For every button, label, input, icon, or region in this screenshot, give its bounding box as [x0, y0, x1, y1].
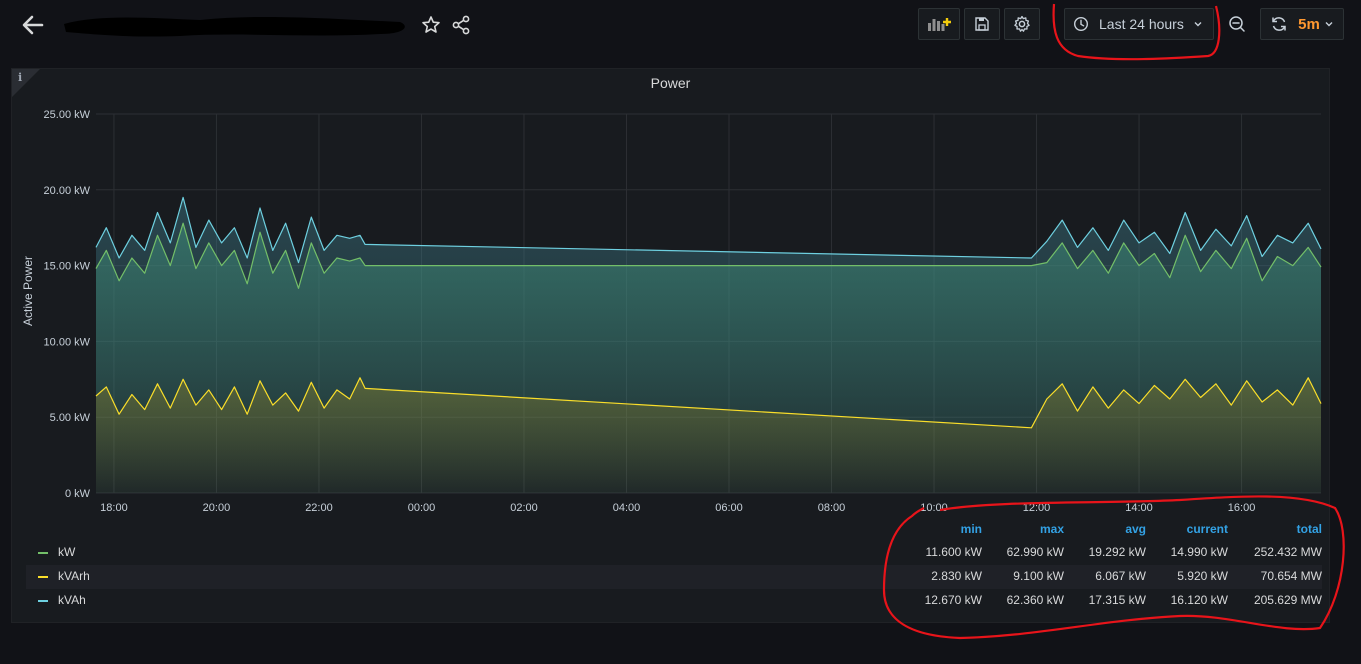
power-chart[interactable]: 25.00 kW 20.00 kW 15.00 kW 10.00 kW 5.00 kW 0… — [12, 69, 1329, 514]
legend-series-name[interactable]: kVAh — [58, 593, 86, 607]
x-tick-label: 20:00 — [203, 502, 231, 514]
redacted-dashboard-title — [64, 16, 405, 37]
legend-value-total: 252.432 MW — [1253, 545, 1322, 559]
legend-row-kvarh[interactable]: kVArh 2.830 kW 9.100 kW 6.067 kW 5.920 k… — [26, 565, 1322, 589]
series-line-kw — [95, 222, 1322, 289]
x-tick-label: 02:00 — [510, 502, 538, 514]
refresh-interval-value[interactable]: 5m — [1298, 15, 1320, 33]
legend-header: min max avg current total — [26, 522, 1326, 542]
y-tick-label: 0 kW — [65, 488, 91, 500]
panel-info-corner[interactable] — [12, 69, 40, 97]
time-range-label: Last 24 hours — [1099, 16, 1184, 32]
x-tick-label: 18:00 — [100, 502, 128, 514]
chart-series — [95, 196, 1322, 493]
time-range-picker[interactable]: Last 24 hours — [1064, 8, 1214, 40]
settings-button[interactable] — [1004, 8, 1040, 40]
info-icon[interactable]: i — [18, 71, 23, 84]
add-panel-button[interactable] — [918, 8, 960, 40]
x-tick-label: 16:00 — [1228, 502, 1256, 514]
star-icon[interactable] — [420, 14, 442, 36]
x-tick-label: 04:00 — [613, 502, 641, 514]
series-line-kvah — [95, 196, 1322, 264]
x-tick-label: 06:00 — [715, 502, 743, 514]
series-area-kvarh — [96, 377, 1321, 493]
series-line-kvarh — [95, 377, 1322, 429]
legend-series-name[interactable]: kW — [58, 545, 76, 559]
save-dashboard-button[interactable] — [964, 8, 1000, 40]
refresh-icon[interactable] — [1270, 15, 1288, 33]
x-tick-label: 22:00 — [305, 502, 333, 514]
y-axis-label: Active Power — [21, 256, 35, 326]
zoom-out-button[interactable] — [1222, 8, 1252, 40]
legend-value-total: 205.629 MW — [1253, 593, 1322, 607]
y-tick-label: 25.00 kW — [44, 109, 91, 121]
zoom-out-icon — [1229, 16, 1245, 32]
panel-title[interactable]: Power — [650, 75, 691, 91]
legend-swatch[interactable] — [38, 600, 48, 602]
x-tick-label: 00:00 — [408, 502, 436, 514]
legend-value-total: 70.654 MW — [1260, 569, 1322, 583]
legend-series-name[interactable]: kVArh — [58, 569, 90, 583]
chevron-down-icon — [1325, 22, 1333, 27]
x-tick-label: 12:00 — [1023, 502, 1051, 514]
legend-header-total[interactable]: total — [1296, 522, 1322, 536]
y-tick-label: 10.00 kW — [44, 336, 91, 348]
clock-icon — [1073, 16, 1089, 32]
x-tick-label: 08:00 — [818, 502, 846, 514]
gear-icon — [1014, 15, 1030, 32]
y-tick-label: 15.00 kW — [44, 261, 91, 273]
top-navbar: Last 24 hours 5m — [0, 0, 1361, 50]
x-tick-label: 14:00 — [1125, 502, 1153, 514]
chevron-down-icon — [1194, 22, 1202, 27]
save-icon — [975, 17, 989, 31]
share-icon[interactable] — [450, 14, 472, 36]
add-panel-icon — [928, 18, 951, 31]
refresh-picker[interactable]: 5m — [1260, 8, 1344, 40]
arrow-left-icon[interactable] — [20, 12, 46, 38]
legend-row-kvah[interactable]: kVAh 12.670 kW 62.360 kW 17.315 kW 16.12… — [26, 589, 1322, 613]
x-tick-label: 10:00 — [920, 502, 948, 514]
legend-swatch[interactable] — [38, 552, 48, 554]
y-tick-label: 20.00 kW — [44, 185, 91, 197]
graph-panel: i Power 25.00 kW 20.00 kW 15.00 kW 10.00 kW… — [11, 68, 1330, 623]
legend-swatch[interactable] — [38, 576, 48, 578]
legend-row-kw[interactable]: kW 11.600 kW 62.990 kW 19.292 kW 14.990 … — [26, 541, 1322, 565]
y-tick-label: 5.00 kW — [50, 412, 91, 424]
